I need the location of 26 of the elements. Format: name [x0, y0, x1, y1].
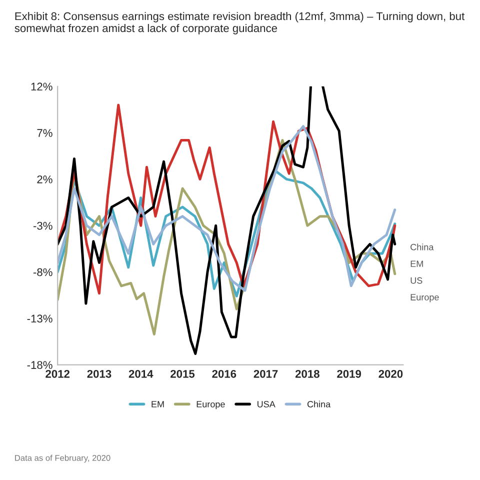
y-tick-label: -8%	[33, 268, 52, 276]
text: Europe	[410, 294, 439, 302]
x-tick-label: 2013	[87, 370, 112, 378]
x-tick-label: 2014	[128, 370, 154, 378]
x-tick-label: 2016	[212, 370, 236, 378]
x-tick-label: 2020	[378, 370, 403, 378]
x-tick-label: 2015	[170, 370, 195, 378]
chart-title: Exhibit 8: Consensus earnings estimate revision breadth (12mf, 3mma) – Turning down, but somewhat frozen amidst a lack of corporate guidance	[14, 12, 465, 34]
legend-label: EM	[152, 401, 164, 408]
text: Data as of February, 2020	[15, 454, 110, 463]
y-tick-label: -13%	[27, 314, 52, 323]
x-tick-label: 2012	[46, 370, 70, 378]
text: EM	[410, 260, 423, 267]
y-tick-label: 7%	[37, 129, 52, 137]
y-tick-label: -3%	[33, 222, 52, 230]
y-tick-label: 12%	[31, 82, 52, 90]
legend-label: Europe	[196, 401, 225, 410]
x-tick-label: 2019	[337, 370, 362, 378]
x-tick-label: 2018	[295, 370, 320, 378]
text: US	[410, 277, 422, 284]
x-tick-label: 2017	[254, 370, 278, 378]
y-tick-label: 2%	[37, 175, 52, 184]
y-tick-label: -18%	[27, 361, 52, 369]
text: China	[410, 244, 434, 250]
legend-label: China	[307, 400, 331, 408]
legend-label: USA	[258, 401, 276, 408]
